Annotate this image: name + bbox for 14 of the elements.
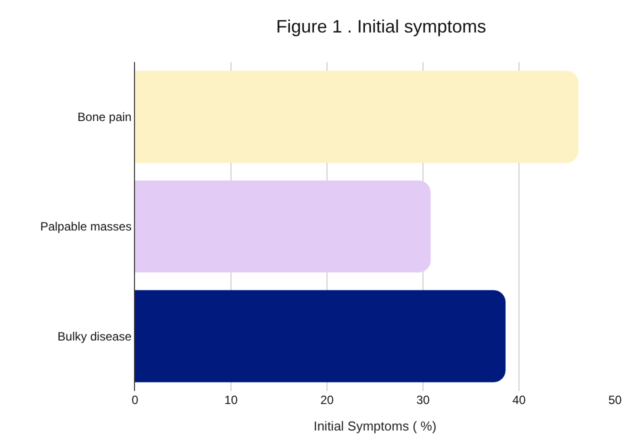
x-tick-label: 30 — [416, 393, 430, 407]
bar — [135, 180, 431, 273]
y-tick-label: Bulky disease — [58, 329, 132, 344]
y-tick-label: Bone pain — [78, 110, 132, 124]
x-tick-label: 40 — [512, 393, 526, 407]
x-axis-title: Initial Symptoms ( %) — [314, 418, 436, 434]
x-tick-label: 10 — [224, 393, 238, 407]
bar — [135, 290, 506, 382]
chart-title: Figure 1 . Initial symptoms — [276, 16, 486, 36]
x-tick-label: 20 — [320, 393, 334, 407]
x-tick-label: 0 — [132, 393, 139, 407]
bar — [135, 70, 579, 163]
x-tick-label: 50 — [608, 393, 622, 407]
y-tick-label: Palpable masses — [40, 220, 132, 234]
